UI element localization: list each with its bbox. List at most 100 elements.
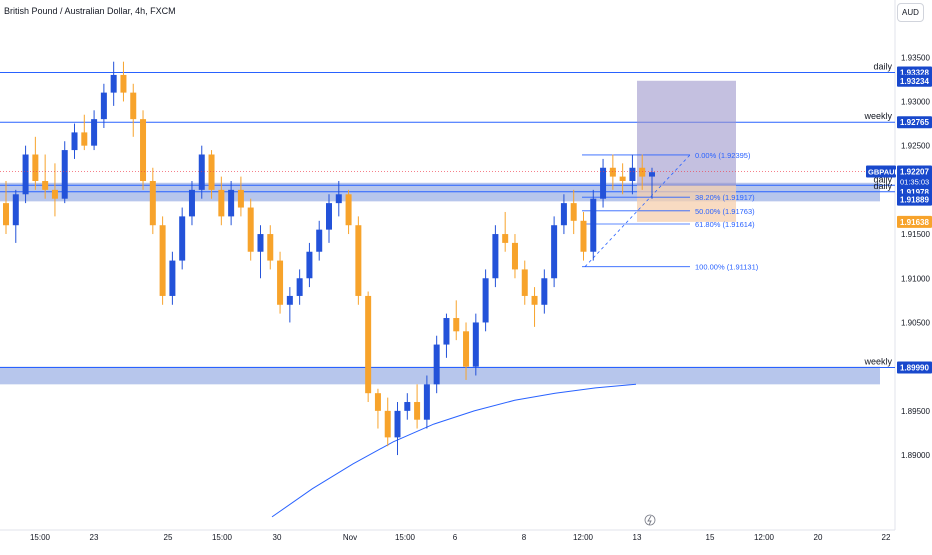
level-price-tag-bg — [897, 116, 932, 129]
fib-label: 38.20% (1.91917) — [695, 193, 755, 202]
candle-body — [472, 322, 479, 367]
level-tag: daily — [873, 181, 892, 191]
candle-body — [218, 189, 225, 217]
candle-body — [560, 203, 567, 226]
candle-body — [482, 278, 489, 323]
fib-label: 100.00% (1.91131) — [695, 263, 759, 272]
candle-body — [169, 260, 176, 296]
candle-body — [355, 225, 362, 296]
target-price-tag-bg — [897, 74, 932, 87]
candle-body — [81, 132, 88, 146]
stop-price-tag: 1.91638 — [900, 218, 929, 227]
axis-price-tag: 1.91889 — [900, 196, 929, 205]
price-tick-label: 1.93000 — [901, 97, 930, 106]
time-tick-label: 15:00 — [395, 533, 416, 542]
time-tick-label: 30 — [273, 533, 282, 542]
candle-body — [600, 167, 607, 199]
sr-zone — [0, 366, 880, 385]
candle-body — [551, 225, 558, 279]
fib-label: 50.00% (1.91763) — [695, 207, 755, 216]
position-loss-zone — [637, 185, 736, 222]
candle-body — [580, 220, 587, 252]
candle-body — [492, 234, 499, 279]
candle-body — [296, 278, 303, 296]
level-price-tag-bg — [897, 361, 932, 374]
candle-body — [247, 207, 254, 252]
candle-body — [414, 402, 421, 420]
candle-body — [404, 402, 411, 411]
candle-body — [110, 74, 117, 93]
candle-body — [570, 203, 577, 221]
candle-body — [188, 189, 195, 217]
level-tag: weekly — [863, 111, 892, 121]
candle-body — [208, 154, 215, 190]
price-tick-label: 1.90500 — [901, 318, 930, 327]
price-tick-label: 1.91000 — [901, 274, 930, 283]
level-tag: weekly — [863, 357, 892, 367]
price-tick-label: 1.92500 — [901, 142, 930, 151]
fib-label: 61.80% (1.91614) — [695, 220, 755, 229]
candle-body — [502, 234, 509, 243]
price-tick-label: 1.89500 — [901, 407, 930, 416]
time-tick-label: Nov — [343, 533, 357, 542]
time-tick-label: 15 — [706, 533, 715, 542]
last-price-tag-bg — [897, 165, 932, 188]
price-tick-label: 1.93500 — [901, 53, 930, 62]
candle-body — [22, 154, 29, 195]
candle-body — [179, 216, 186, 261]
candle-body — [306, 251, 313, 279]
candle-body — [531, 295, 538, 305]
symbol-tag: GBPAUD — [868, 168, 901, 177]
candle-body — [609, 167, 616, 177]
candle-body — [198, 154, 205, 190]
time-tick-label: 20 — [814, 533, 823, 542]
level-tag: daily — [873, 61, 892, 71]
candle-body — [277, 260, 284, 305]
level-price-tag: 1.93328 — [900, 68, 929, 77]
candle-body — [51, 189, 58, 199]
candle-body — [91, 119, 98, 146]
candle-body — [511, 242, 518, 270]
candle-body — [629, 167, 636, 182]
candle-body — [384, 410, 391, 438]
candle-body — [326, 203, 332, 230]
candle-body — [32, 154, 39, 182]
last-price-countdown: 01:35:03 — [900, 178, 929, 187]
candle-body — [649, 172, 655, 177]
candle-body — [316, 229, 323, 252]
candle-body — [423, 384, 430, 420]
event-icon — [644, 514, 656, 526]
candle-body — [140, 119, 147, 182]
position-profit-zone — [637, 80, 736, 186]
candle-body — [100, 92, 107, 120]
time-tick-label: 12:00 — [754, 533, 775, 542]
currency-button[interactable]: AUD — [897, 3, 924, 22]
time-tick-label: 6 — [453, 533, 458, 542]
lightning-icon — [647, 515, 652, 526]
candle-body — [541, 278, 548, 305]
candle-body — [463, 331, 470, 367]
candle-body — [286, 295, 293, 305]
candle-body — [12, 194, 19, 226]
symbol-tag-bg — [866, 165, 896, 178]
time-tick-label: 15:00 — [30, 533, 51, 542]
candle-body — [61, 150, 68, 199]
time-tick-label: 12:00 — [573, 533, 594, 542]
time-tick-label: 8 — [522, 533, 527, 542]
time-tick-label: 13 — [633, 533, 642, 542]
time-tick-label: 22 — [882, 533, 891, 542]
price-tick-label: 1.91500 — [901, 230, 930, 239]
last-price-value: 1.92207 — [900, 168, 929, 177]
chart-title: British Pound / Australian Dollar, 4h, F… — [4, 6, 176, 16]
candle-body — [433, 344, 440, 385]
candle-body — [257, 234, 264, 252]
candle-body — [639, 167, 646, 177]
candle-body — [374, 393, 381, 411]
candle-body — [159, 225, 166, 296]
candle-body — [42, 181, 49, 190]
level-price-tag: 1.92765 — [900, 118, 929, 127]
axis-price-tag-bg — [897, 193, 932, 206]
candle-body — [590, 198, 597, 252]
